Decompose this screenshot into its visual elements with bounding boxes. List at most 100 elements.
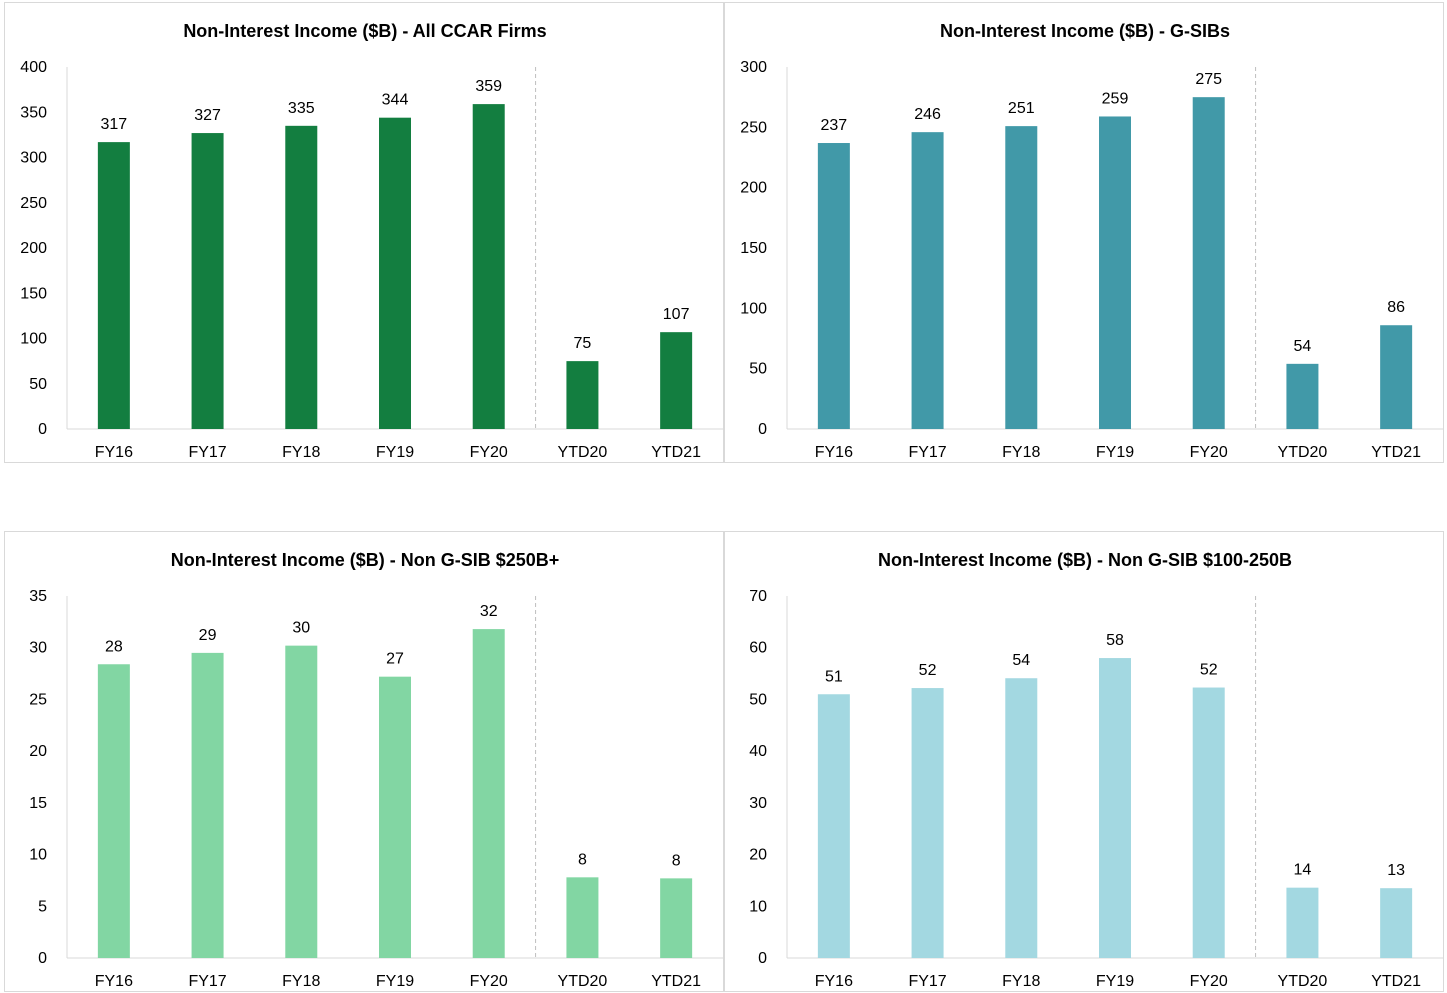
bar-fy16: [817, 143, 850, 429]
x-category-label: FY18: [282, 973, 320, 990]
y-tick-label: 350: [20, 104, 47, 121]
x-category-label: YTD20: [558, 973, 608, 990]
data-label: 14: [1294, 862, 1312, 879]
chart-panel-g-sibs: Non-Interest Income ($B) - G-SIBs 0 50 100…: [724, 2, 1444, 463]
data-label: 237: [821, 117, 848, 134]
data-label: 54: [1012, 652, 1030, 669]
y-tick-label: 250: [740, 119, 767, 136]
bar-fy18: [1005, 678, 1038, 958]
x-category-label: FY18: [1002, 973, 1040, 990]
data-label: 58: [1106, 632, 1124, 649]
bar-chart-non-gsib-250b-plus: Non-Interest Income ($B) - Non G-SIB $25…: [29, 550, 723, 990]
bar-fy20: [472, 104, 505, 429]
y-tick-label: 200: [20, 240, 47, 257]
chart-title: Non-Interest Income ($B) - Non G-SIB $25…: [171, 550, 560, 570]
x-category-label: FY20: [1190, 973, 1228, 990]
data-label: 275: [1195, 71, 1222, 88]
data-label: 8: [578, 851, 587, 868]
x-category-label: FY17: [908, 973, 946, 990]
bar-fy16: [97, 664, 130, 958]
bar-ytd21: [1380, 888, 1413, 958]
data-label: 52: [1200, 662, 1218, 679]
y-tick-label: 50: [749, 361, 767, 378]
y-tick-label: 30: [29, 640, 47, 657]
y-tick-label: 5: [38, 898, 47, 915]
chart-panel-non-gsib-100-250b: Non-Interest Income ($B) - Non G-SIB $10…: [724, 531, 1444, 992]
x-category-label: FY20: [1190, 444, 1228, 461]
y-tick-label: 40: [749, 743, 767, 760]
data-label: 52: [919, 662, 937, 679]
bar-ytd21: [660, 878, 693, 958]
y-tick-label: 30: [749, 795, 767, 812]
bar-fy20: [1192, 97, 1225, 430]
x-category-label: YTD20: [1278, 444, 1328, 461]
bar-ytd20: [1286, 363, 1319, 429]
chart-title: Non-Interest Income ($B) - Non G-SIB $10…: [878, 550, 1292, 570]
y-tick-label: 50: [749, 691, 767, 708]
x-category-label: FY17: [908, 444, 946, 461]
y-tick-label: 200: [740, 180, 767, 197]
x-category-label: FY19: [376, 973, 414, 990]
bar-fy20: [472, 629, 505, 958]
bar-chart-all-ccar-firms: Non-Interest Income ($B) - All CCAR Firm…: [20, 21, 723, 461]
bar-fy19: [379, 117, 411, 430]
x-category-label: YTD21: [1371, 973, 1421, 990]
bar-fy20: [1192, 687, 1225, 958]
y-tick-label: 300: [740, 59, 767, 76]
x-category-label: FY19: [376, 444, 414, 461]
bar-fy18: [285, 645, 318, 958]
data-label: 54: [1294, 338, 1312, 355]
x-category-label: FY16: [95, 973, 133, 990]
y-tick-label: 35: [29, 588, 47, 605]
bar-fy17: [911, 688, 944, 958]
y-tick-label: 15: [29, 795, 47, 812]
x-category-label: YTD20: [1278, 973, 1328, 990]
x-category-label: YTD21: [651, 444, 701, 461]
y-tick-label: 25: [29, 691, 47, 708]
x-category-label: FY17: [188, 444, 226, 461]
x-category-label: FY18: [282, 444, 320, 461]
x-category-label: FY16: [815, 973, 853, 990]
chart-title: Non-Interest Income ($B) - All CCAR Firm…: [183, 21, 546, 41]
x-category-label: YTD21: [1371, 444, 1421, 461]
bar-fy18: [1005, 126, 1038, 430]
x-category-label: FY16: [95, 444, 133, 461]
bar-fy18: [285, 125, 318, 429]
x-category-label: FY18: [1002, 444, 1040, 461]
y-tick-label: 400: [20, 59, 47, 76]
y-tick-label: 250: [20, 195, 47, 212]
data-label: 28: [105, 638, 123, 655]
bar-chart-g-sibs: Non-Interest Income ($B) - G-SIBs 0 50 100…: [740, 21, 1443, 461]
x-category-label: FY19: [1096, 444, 1134, 461]
y-tick-label: 0: [38, 950, 47, 967]
bar-fy17: [911, 132, 944, 429]
data-label: 335: [288, 100, 315, 117]
bar-ytd21: [1380, 325, 1413, 429]
x-category-label: FY17: [188, 973, 226, 990]
y-tick-label: 300: [20, 150, 47, 167]
x-category-label: FY20: [470, 444, 508, 461]
y-tick-label: 150: [20, 285, 47, 302]
bar-ytd20: [1286, 887, 1319, 958]
data-label: 27: [386, 651, 404, 668]
bar-fy19: [1099, 658, 1131, 958]
bar-fy19: [379, 676, 411, 958]
data-label: 327: [194, 107, 221, 124]
y-tick-label: 0: [758, 421, 767, 438]
x-category-label: FY19: [1096, 973, 1134, 990]
bar-fy16: [97, 142, 130, 430]
y-tick-label: 100: [740, 300, 767, 317]
x-category-label: YTD21: [651, 973, 701, 990]
bar-ytd21: [660, 332, 693, 429]
bar-fy17: [191, 652, 224, 958]
y-tick-label: 10: [749, 898, 767, 915]
chart-panel-all-ccar-firms: Non-Interest Income ($B) - All CCAR Firm…: [4, 2, 724, 463]
y-tick-label: 20: [29, 743, 47, 760]
data-label: 13: [1387, 862, 1405, 879]
chart-title: Non-Interest Income ($B) - G-SIBs: [940, 21, 1230, 41]
x-category-label: YTD20: [558, 444, 608, 461]
bar-fy19: [1099, 116, 1131, 430]
y-tick-label: 20: [749, 847, 767, 864]
data-label: 259: [1102, 90, 1129, 107]
data-label: 107: [663, 306, 690, 323]
